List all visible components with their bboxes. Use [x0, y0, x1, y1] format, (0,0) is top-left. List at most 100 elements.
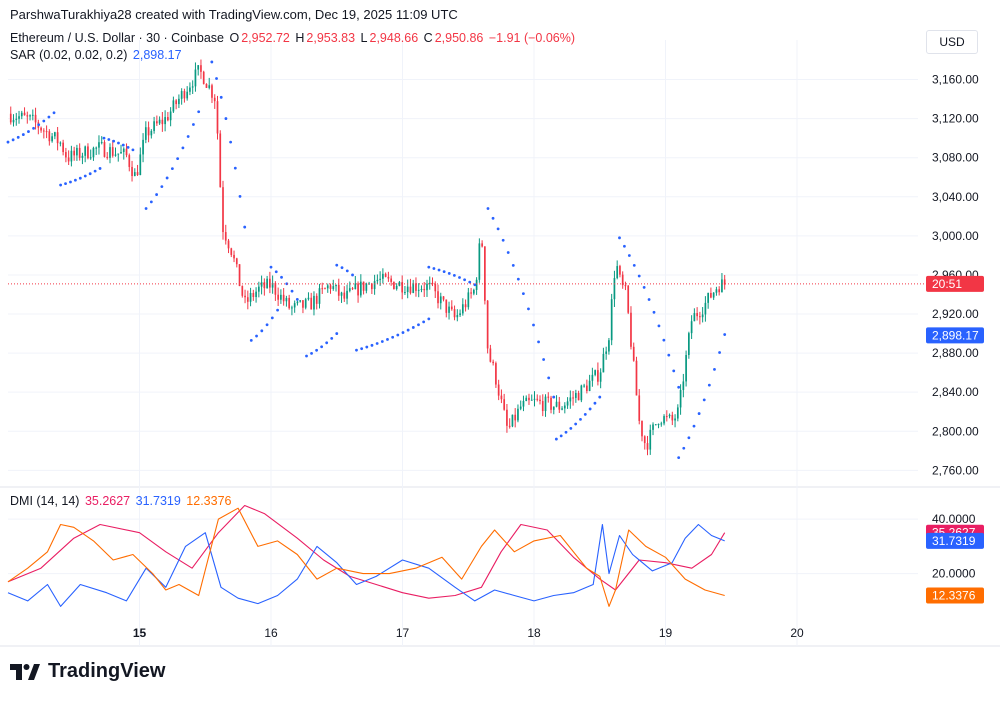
- candle-body: [376, 279, 379, 282]
- candle-body: [522, 400, 525, 407]
- time-tick-label: 15: [133, 626, 147, 640]
- time-tick-label: 17: [396, 626, 410, 640]
- sar-dot: [672, 369, 676, 373]
- candle-body: [31, 114, 34, 116]
- candle-body: [335, 284, 337, 287]
- candle-body: [517, 408, 519, 421]
- candle-body: [257, 286, 260, 292]
- sar-legend[interactable]: SAR (0.02, 0.02, 0.2) 2,898.17: [10, 48, 184, 62]
- sar-dot: [411, 326, 415, 329]
- candle-body: [484, 246, 486, 301]
- chart-attribution: ParshwaTurakhiya28 created with TradingV…: [10, 7, 458, 22]
- candle-body: [395, 285, 398, 290]
- sar-dot: [667, 353, 671, 357]
- sar-dot: [537, 340, 540, 344]
- sar-dot: [437, 268, 441, 272]
- candle-body: [676, 407, 679, 419]
- candle-body: [337, 284, 340, 296]
- candle-body: [412, 283, 415, 293]
- candle-body: [470, 292, 472, 294]
- candle-body: [197, 65, 200, 70]
- candle-body: [359, 281, 362, 296]
- candle-body: [9, 113, 12, 123]
- candle-body: [481, 243, 483, 247]
- candle-body: [632, 346, 635, 361]
- candle-body: [555, 401, 558, 407]
- candle-body: [508, 425, 511, 427]
- candle-body: [293, 303, 296, 308]
- candle-body: [310, 297, 313, 310]
- candle-body: [117, 153, 120, 155]
- dmi-label[interactable]: DMI (14, 14): [10, 494, 80, 508]
- sar-dot: [265, 323, 269, 327]
- candle-body: [539, 399, 541, 402]
- dmi-axis-label-1-bg: [926, 532, 984, 549]
- candle-body: [40, 127, 42, 131]
- sar-dot: [491, 216, 495, 220]
- sar-dot: [468, 280, 472, 284]
- sar-dot: [564, 430, 568, 434]
- sar-dot: [707, 383, 711, 387]
- sar-dot: [427, 317, 431, 321]
- sar-dot: [370, 343, 374, 347]
- candle-body: [569, 397, 572, 402]
- candle-body: [241, 286, 244, 296]
- candle-body: [329, 285, 332, 289]
- candle-body: [638, 395, 641, 421]
- sar-dot: [88, 172, 92, 176]
- candle-body: [442, 296, 445, 300]
- sar-dot: [677, 456, 681, 460]
- dmi-legend[interactable]: DMI (14, 14) 35.2627 31.7319 12.3376: [10, 494, 233, 508]
- currency-button[interactable]: USD: [926, 30, 978, 54]
- candle-body: [155, 121, 158, 124]
- candle-body: [552, 406, 555, 410]
- candle-body: [280, 294, 282, 300]
- sar-dot: [47, 115, 51, 119]
- candle-body: [178, 98, 180, 105]
- sar-dot: [290, 289, 294, 293]
- candle-body: [244, 295, 246, 298]
- candle-body: [224, 232, 227, 241]
- candle-body: [26, 115, 29, 117]
- candle-body: [164, 117, 166, 125]
- sar-dot: [386, 338, 389, 341]
- sar-dot: [442, 270, 446, 274]
- candle-body: [710, 292, 712, 298]
- candle-body: [346, 290, 348, 299]
- candle-body: [417, 289, 420, 291]
- candle-body: [213, 97, 216, 102]
- candle-body: [277, 294, 279, 300]
- sar-dot: [365, 345, 369, 349]
- candle-body: [233, 254, 235, 259]
- sar-dot: [224, 117, 228, 120]
- sar-dot: [552, 395, 556, 399]
- price-tick-label: 3,000.00: [932, 229, 979, 243]
- sar-label[interactable]: SAR (0.02, 0.02, 0.2): [10, 48, 128, 62]
- sar-dot: [697, 412, 701, 415]
- candle-body: [315, 295, 318, 304]
- dmi-axis-label-2-bg: [926, 587, 984, 604]
- candle-body: [205, 83, 208, 88]
- candle-body: [189, 87, 191, 92]
- sar-dot: [21, 133, 25, 136]
- candle-body: [530, 399, 533, 401]
- sar-dot: [233, 166, 237, 170]
- candle-body: [401, 281, 404, 293]
- candle-body: [67, 157, 70, 162]
- sar-dot: [588, 407, 592, 411]
- time-tick-label: 16: [264, 626, 278, 640]
- sar-dot: [78, 176, 82, 180]
- ohlc-legend[interactable]: Ethereum / U.S. Dollar · 30 · Coinbase O…: [10, 31, 577, 45]
- candle-body: [186, 91, 189, 99]
- candle-body: [169, 111, 172, 121]
- sar-dot: [37, 123, 41, 127]
- candle-body: [536, 398, 539, 400]
- candle-body: [114, 154, 117, 156]
- candle-body: [222, 187, 224, 233]
- symbol-name[interactable]: Ethereum / U.S. Dollar · 30 · Coinbase: [10, 31, 224, 45]
- tradingview-logo[interactable]: TradingView: [10, 660, 165, 683]
- candle-body: [715, 289, 718, 293]
- candle-body: [54, 132, 56, 137]
- sar-dot: [340, 266, 344, 270]
